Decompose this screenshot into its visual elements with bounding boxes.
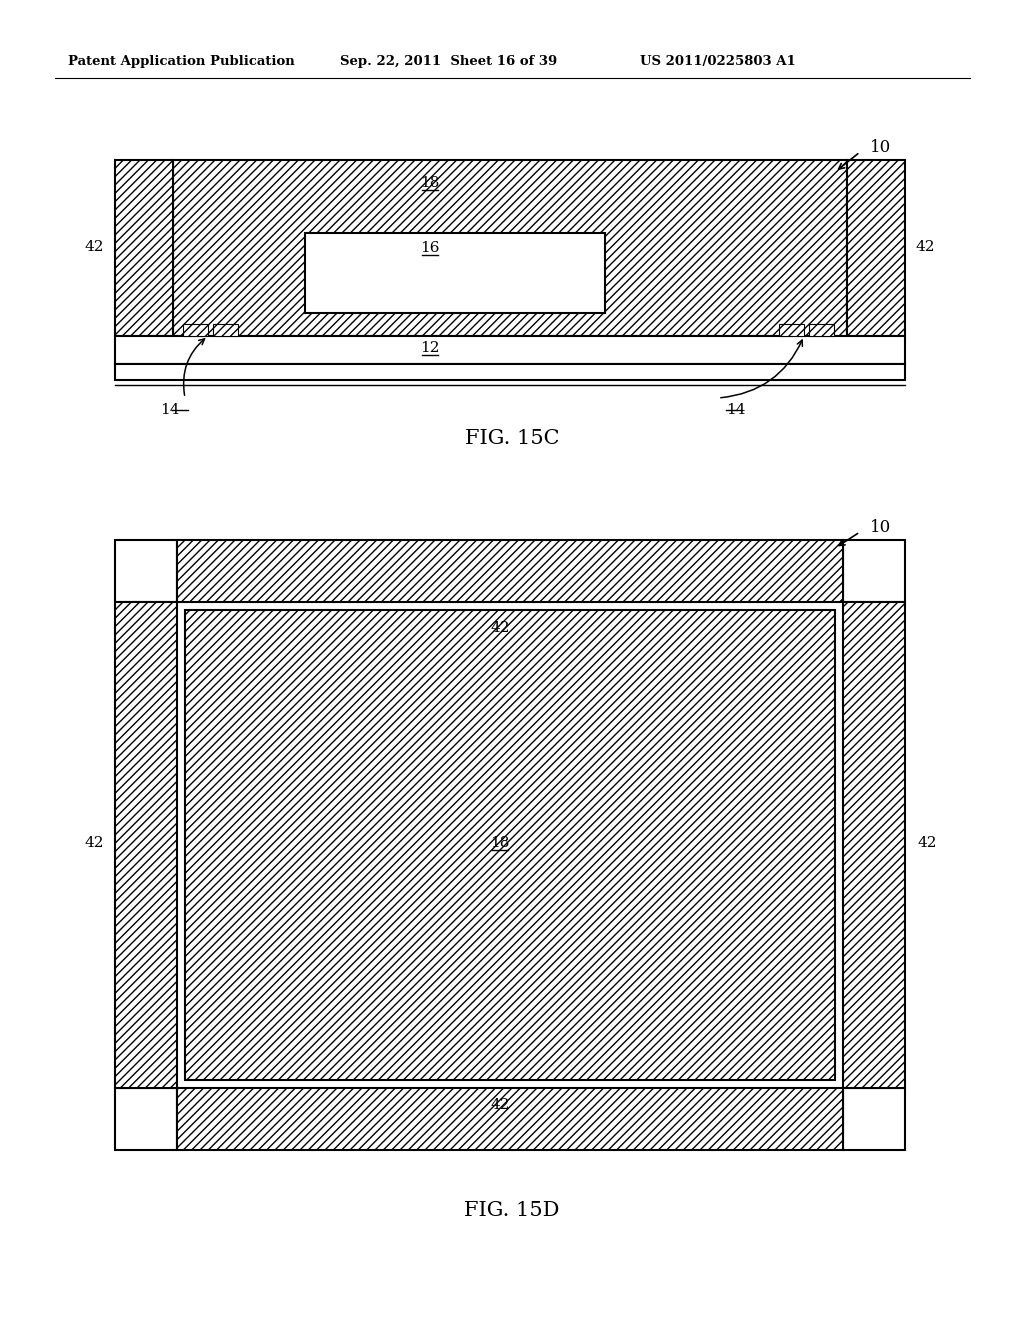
Bar: [115, 337, 905, 364]
Bar: [115, 160, 173, 337]
Text: 42: 42: [85, 240, 104, 253]
Bar: [185, 610, 835, 1080]
Text: 14: 14: [726, 403, 745, 417]
Text: FIG. 15D: FIG. 15D: [464, 1200, 560, 1220]
Text: FIG. 15C: FIG. 15C: [465, 429, 559, 447]
Text: 42: 42: [916, 240, 936, 253]
Text: Sep. 22, 2011  Sheet 16 of 39: Sep. 22, 2011 Sheet 16 of 39: [340, 55, 557, 69]
Text: Patent Application Publication: Patent Application Publication: [68, 55, 295, 69]
Bar: [843, 602, 905, 1088]
Bar: [115, 602, 177, 1088]
Text: 16: 16: [420, 242, 439, 255]
Bar: [213, 323, 238, 337]
Bar: [843, 540, 905, 602]
Bar: [183, 323, 208, 337]
Bar: [173, 160, 847, 337]
Bar: [779, 323, 804, 337]
Text: 42: 42: [490, 620, 510, 635]
Bar: [115, 364, 905, 380]
Bar: [305, 234, 605, 313]
Text: 42: 42: [85, 836, 104, 850]
Bar: [177, 540, 843, 602]
Text: 10: 10: [870, 140, 891, 157]
Bar: [177, 1088, 843, 1150]
Bar: [115, 540, 177, 602]
Text: 14: 14: [161, 403, 180, 417]
Text: 12: 12: [420, 341, 439, 355]
Text: 18: 18: [490, 836, 510, 850]
Bar: [809, 323, 834, 337]
Bar: [843, 1088, 905, 1150]
Bar: [115, 1088, 177, 1150]
Bar: [847, 160, 905, 337]
Text: 42: 42: [918, 836, 938, 850]
Text: 42: 42: [490, 1098, 510, 1111]
Text: 10: 10: [870, 520, 891, 536]
Text: 18: 18: [420, 176, 439, 190]
Text: US 2011/0225803 A1: US 2011/0225803 A1: [640, 55, 796, 69]
